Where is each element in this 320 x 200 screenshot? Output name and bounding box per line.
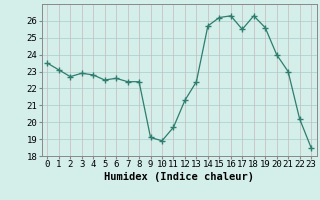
X-axis label: Humidex (Indice chaleur): Humidex (Indice chaleur) (104, 172, 254, 182)
